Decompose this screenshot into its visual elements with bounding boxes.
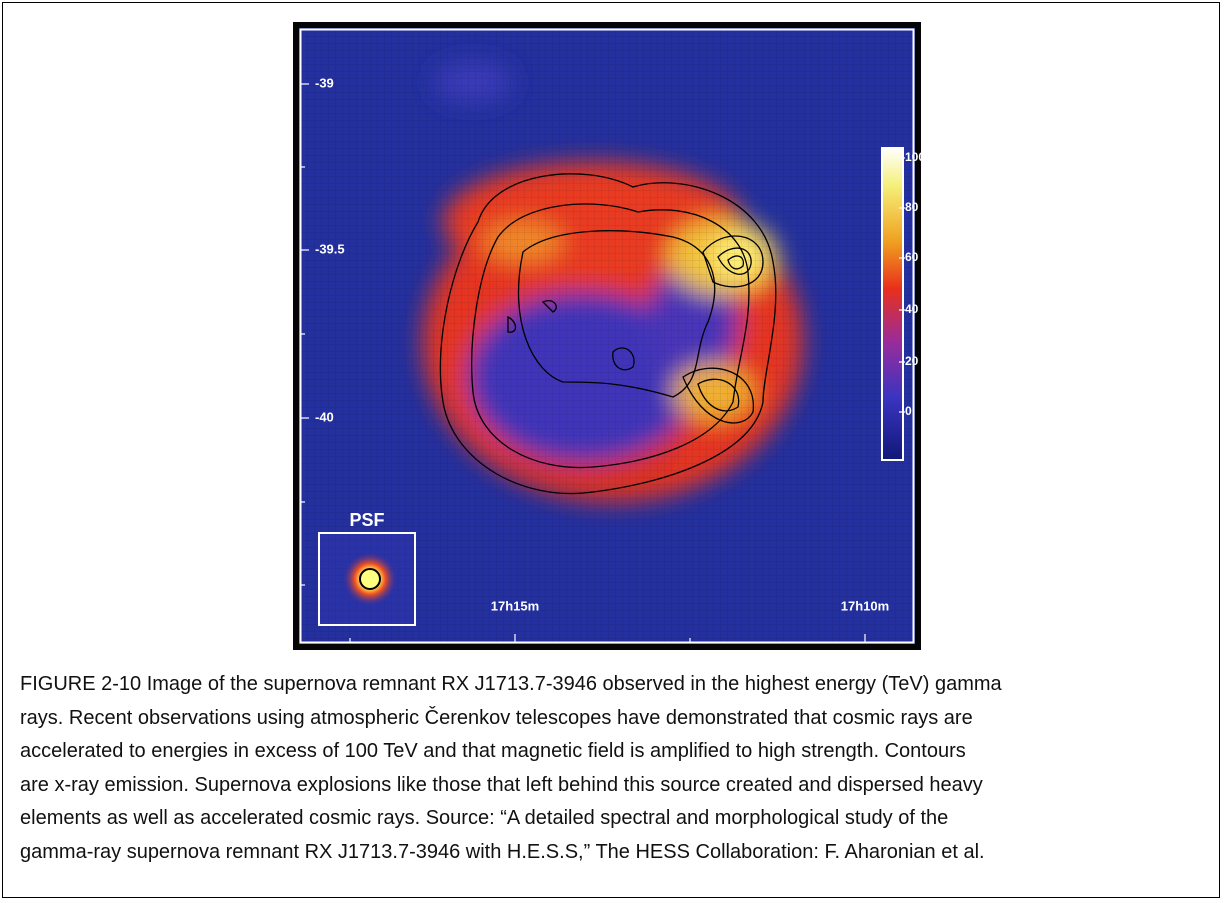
colorbar-ticks <box>899 157 905 413</box>
psf-label: PSF <box>349 510 384 530</box>
y-axis-label: -39 <box>315 75 334 90</box>
caption-line: accelerated to energies in excess of 100… <box>20 740 966 762</box>
colorbar-label: 100 <box>905 150 921 164</box>
caption: FIGURE 2-10 Image of the supernova remna… <box>20 668 1002 869</box>
colorbar-label: 80 <box>905 200 919 214</box>
caption-line: elements as well as accelerated cosmic r… <box>20 807 949 829</box>
colorbar-label: 0 <box>905 404 912 418</box>
map-frame <box>299 28 915 644</box>
caption-line: are x-ray emission. Supernova explosions… <box>20 773 983 796</box>
colorbar-label: 40 <box>905 302 919 316</box>
x-axis-label: 17h15m <box>491 598 539 613</box>
axis-ticks <box>301 83 866 642</box>
caption-line: rays. Recent observations using atmosphe… <box>20 706 973 729</box>
y-axis-label: -39.5 <box>315 241 345 256</box>
caption-line: gamma-ray supernova remnant RX J1713.7-3… <box>20 840 985 863</box>
x-axis-label: 17h10m <box>841 598 889 613</box>
colorbar <box>881 147 904 461</box>
y-axis-label: -40 <box>315 409 334 424</box>
xray-contours <box>439 173 777 495</box>
psf-frame <box>318 532 416 626</box>
colorbar-label: 20 <box>905 354 919 368</box>
colorbar-label: 60 <box>905 250 919 264</box>
figure-image: -39 -39.5 -40 17h15m 17h10m 100 80 60 40… <box>293 22 921 650</box>
caption-line: FIGURE 2-10 Image of the supernova remna… <box>20 673 1002 695</box>
psf-core <box>359 568 381 590</box>
